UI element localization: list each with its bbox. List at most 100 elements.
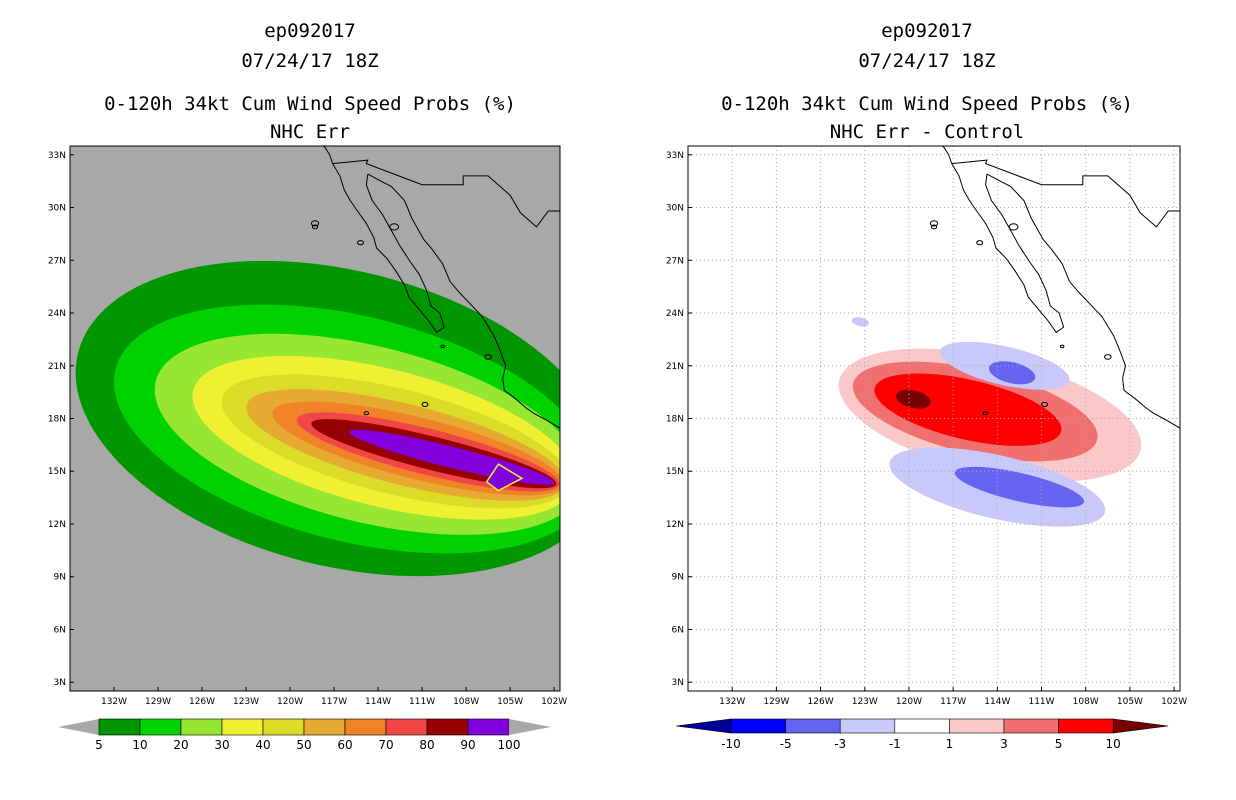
right-xtick-label-4: 120W xyxy=(896,697,922,707)
left-probability-contours xyxy=(75,260,560,577)
right-colorbar-swatch-6 xyxy=(1058,718,1114,734)
right-contour-10-3 xyxy=(896,389,931,409)
left-ytick-label-3: 12N xyxy=(48,520,66,530)
left-ytick-label-0: 3N xyxy=(54,678,66,688)
left-xtick-label-8: 108W xyxy=(453,697,479,707)
left-coastline xyxy=(310,146,560,429)
left-xtick-label-0: 132W xyxy=(101,697,127,707)
left-colorbar-label-9: 90 xyxy=(460,738,475,752)
right-xtick-label-3: 123W xyxy=(852,697,878,707)
left-xtick-label-10: 102W xyxy=(541,697,567,707)
right-colorbar-swatch-1 xyxy=(785,718,841,734)
left-colorbar-label-7: 70 xyxy=(378,738,393,752)
left-colorbar-swatch-9 xyxy=(467,718,510,736)
left-axis-ticks: 132W 129W 126W 123W 120W 117W 114W 111W 108W 105W… xyxy=(48,151,567,707)
right-xtick-label-10: 102W xyxy=(1161,697,1187,707)
left-colorbar-swatch-2 xyxy=(180,718,223,736)
right-chart-title: 0-120h 34kt Cum Wind Speed Probs (%) xyxy=(721,93,1133,115)
right-ytick-label-1: 6N xyxy=(672,625,684,635)
right-xtick-label-9: 105W xyxy=(1117,697,1143,707)
left-xtick-label-9: 105W xyxy=(497,697,523,707)
right-baja-coastline xyxy=(951,163,1065,334)
left-island-0 xyxy=(310,220,320,227)
left-colorbar-label-5: 50 xyxy=(296,738,311,752)
right-gridlines xyxy=(688,146,1180,691)
right-map-panel: 132W 129W 126W 123W 120W 117W 114W 111W 108W 105W… xyxy=(666,145,1187,707)
right-xtick-label-7: 111W xyxy=(1028,697,1054,707)
left-us-mexico-border xyxy=(332,159,560,228)
left-ytick-label-2: 9N xyxy=(54,573,66,583)
right-colorbar-label-2: -3 xyxy=(834,737,846,751)
left-map-panel: 132W 129W 126W 123W 120W 117W 114W 111W 108W 105W… xyxy=(48,145,567,707)
right-datetime: 07/24/17 18Z xyxy=(858,50,995,72)
left-xtick-label-3: 123W xyxy=(233,697,259,707)
right-colorbar-label-7: 10 xyxy=(1106,737,1121,751)
right-contour--1-8 xyxy=(851,317,869,327)
left-island-2 xyxy=(357,240,364,246)
right-mainland-coastline xyxy=(986,173,1180,429)
right-colorbar-swatch-5 xyxy=(1003,718,1059,734)
left-california-coast xyxy=(322,146,334,164)
right-island-5 xyxy=(982,411,989,416)
left-colorbar-label-0: 5 xyxy=(95,738,103,752)
right-ytick-label-2: 9N xyxy=(672,573,684,583)
left-colorbar-label-4: 40 xyxy=(255,738,270,752)
left-colorbar-high-arrow xyxy=(509,719,551,735)
right-ytick-label-6: 21N xyxy=(666,362,684,372)
left-island-1 xyxy=(311,224,319,230)
right-colorbar-swatch-3 xyxy=(894,718,950,734)
left-colorbar-swatch-0 xyxy=(98,718,141,736)
left-colorbar-label-10: 100 xyxy=(498,738,521,752)
left-chart-subtitle: NHC Err xyxy=(270,121,350,143)
right-island-4 xyxy=(1041,401,1048,408)
right-xtick-label-6: 114W xyxy=(984,697,1010,707)
left-colorbar-low-arrow xyxy=(58,719,99,735)
left-ytick-label-7: 24N xyxy=(48,309,66,319)
left-ytick-label-1: 6N xyxy=(54,625,66,635)
right-california-coast xyxy=(941,146,953,164)
left-panel-titles: ep092017 07/24/17 18Z 0-120h 34kt Cum Wi… xyxy=(104,20,516,143)
left-colorbar-label-3: 30 xyxy=(214,738,229,752)
right-colorbar-high-arrow xyxy=(1112,718,1169,734)
left-colorbar-swatch-3 xyxy=(221,718,264,736)
right-ytick-label-3: 12N xyxy=(666,520,684,530)
right-colorbar-swatch-0 xyxy=(730,718,786,734)
left-xtick-label-7: 111W xyxy=(409,697,435,707)
right-xtick-label-1: 129W xyxy=(763,697,789,707)
right-island-2 xyxy=(976,240,984,246)
left-ytick-label-9: 30N xyxy=(48,204,66,214)
left-ytick-label-10: 33N xyxy=(48,151,66,161)
right-ytick-label-7: 24N xyxy=(666,309,684,319)
right-island-7 xyxy=(1104,354,1112,360)
left-xtick-label-5: 117W xyxy=(321,697,347,707)
right-ytick-label-4: 15N xyxy=(666,467,684,477)
left-ytick-label-6: 21N xyxy=(48,362,66,372)
right-contour-5-2 xyxy=(874,373,1062,446)
left-xtick-label-1: 129W xyxy=(145,697,171,707)
right-xtick-label-0: 132W xyxy=(719,697,745,707)
left-colorbar-swatch-4 xyxy=(262,718,305,736)
right-xtick-label-8: 108W xyxy=(1073,697,1099,707)
left-island-6 xyxy=(440,344,445,349)
left-colorbar: 5 10 20 30 40 50 60 70 80 90 100 xyxy=(58,718,551,752)
left-colorbar-swatch-8 xyxy=(426,718,469,736)
right-colorbar-label-6: 5 xyxy=(1055,737,1063,751)
left-storm-id: ep092017 xyxy=(264,20,356,42)
right-colorbar-low-arrow xyxy=(675,718,732,734)
left-colorbar-label-6: 60 xyxy=(337,738,352,752)
left-datetime: 07/24/17 18Z xyxy=(241,50,378,72)
right-ytick-label-10: 33N xyxy=(666,151,684,161)
right-island-3 xyxy=(1008,223,1019,231)
right-colorbar-label-5: 3 xyxy=(1000,737,1008,751)
right-ytick-label-8: 27N xyxy=(666,256,684,266)
left-ytick-label-8: 27N xyxy=(48,256,66,266)
left-colorbar-label-1: 10 xyxy=(132,738,147,752)
left-contour-100-origin xyxy=(485,463,524,492)
left-colorbar-swatch-5 xyxy=(303,718,346,736)
right-chart-subtitle: NHC Err - Control xyxy=(830,121,1024,143)
left-mainland-coastline xyxy=(367,173,560,429)
right-storm-id: ep092017 xyxy=(881,20,973,42)
right-contour--3-7 xyxy=(988,361,1036,385)
right-axis-ticks: 132W 129W 126W 123W 120W 117W 114W 111W 108W 105W… xyxy=(666,151,1187,707)
